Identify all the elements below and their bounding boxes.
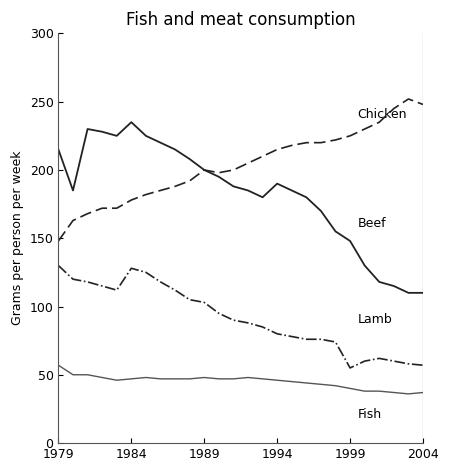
Text: Chicken: Chicken — [357, 108, 407, 121]
Title: Fish and meat consumption: Fish and meat consumption — [126, 11, 356, 29]
Text: Lamb: Lamb — [357, 313, 392, 326]
Y-axis label: Grams per person per week: Grams per person per week — [11, 151, 24, 326]
Text: Fish: Fish — [357, 408, 382, 421]
Text: Beef: Beef — [357, 217, 386, 230]
